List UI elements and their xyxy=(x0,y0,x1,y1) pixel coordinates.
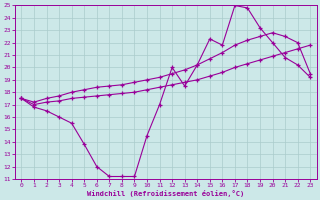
X-axis label: Windchill (Refroidissement éolien,°C): Windchill (Refroidissement éolien,°C) xyxy=(87,190,244,197)
